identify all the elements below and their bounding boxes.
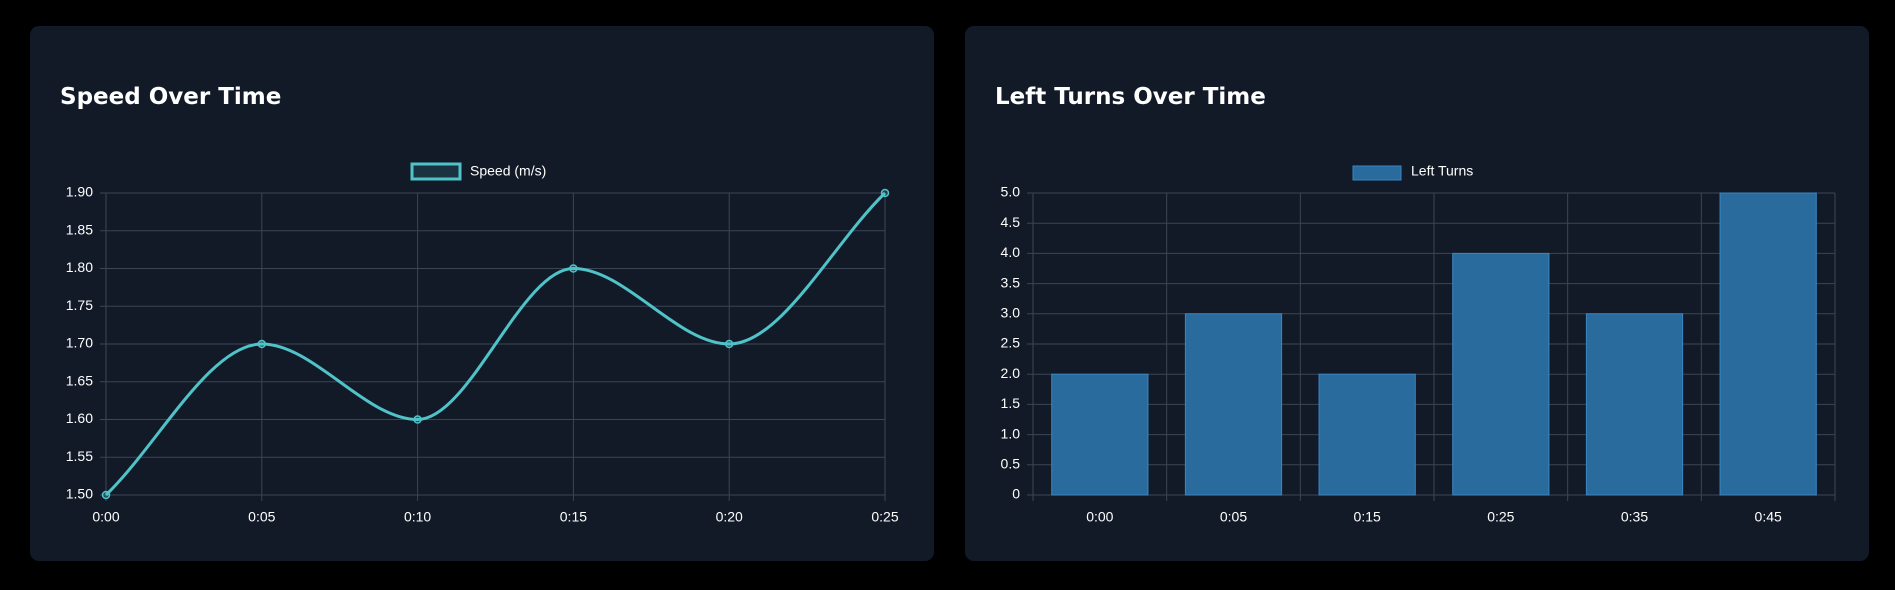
y-tick-label: 2.5 <box>1001 335 1021 351</box>
y-tick-label: 1.85 <box>66 221 93 237</box>
legend-swatch <box>410 162 462 181</box>
legend-label: Left Turns <box>1411 163 1473 179</box>
bar <box>1184 313 1283 496</box>
x-tick-label: 0:15 <box>560 509 587 525</box>
legend-label: Speed (m/s) <box>470 163 546 179</box>
data-point <box>413 415 422 424</box>
y-tick-label: 4.5 <box>1001 214 1021 230</box>
x-tick-label: 0:45 <box>1755 509 1782 525</box>
x-tick-label: 0:20 <box>716 509 743 525</box>
x-tick-label: 0:05 <box>1220 509 1247 525</box>
y-tick-label: 3.5 <box>1001 274 1021 290</box>
data-point <box>101 490 111 500</box>
x-tick-label: 0:10 <box>404 509 431 525</box>
y-tick-label: 1.55 <box>66 448 93 464</box>
bar <box>1051 373 1149 496</box>
left-turns-chart-card: Left Turns Over Time 0 0.5 1.0 1.5 2.0 2.5 3.0… <box>965 26 1869 561</box>
y-tick-label: 4.0 <box>1001 244 1021 260</box>
y-tick-label: 0.5 <box>1001 456 1021 472</box>
y-tick-label: 1.5 <box>1001 395 1021 411</box>
x-tick-label: 0:15 <box>1354 509 1381 525</box>
bar <box>1719 192 1817 496</box>
y-tick-label: 1.70 <box>66 335 93 351</box>
y-tick-label: 2.0 <box>1001 365 1021 381</box>
y-tick-label: 0 <box>1012 486 1020 502</box>
x-tick-label: 0:00 <box>92 509 119 525</box>
bar <box>1318 373 1416 496</box>
bar <box>1452 252 1550 496</box>
y-tick-label: 1.90 <box>66 184 93 200</box>
speed-chart-card: Speed Over Time 1.50 1.55 1.60 1.65 1.70 1.75… <box>30 26 934 561</box>
data-point <box>569 264 578 273</box>
left-turns-bar-chart: 0 0.5 1.0 1.5 2.0 2.5 3.0 3.5 4.0 4.5 5.0 0:00 0:05 0… <box>1001 163 1836 525</box>
y-tick-label: 1.60 <box>66 410 93 426</box>
y-tick-label: 1.80 <box>66 259 93 275</box>
x-tick-label: 0:00 <box>1086 509 1113 525</box>
x-tick-label: 0:25 <box>1487 509 1514 525</box>
y-tick-label: 1.0 <box>1001 425 1021 441</box>
data-point <box>257 339 267 349</box>
speed-line-chart: 1.50 1.55 1.60 1.65 1.70 1.75 1.80 1.85 1.90 0:00… <box>66 162 899 525</box>
speed-chart-title: Speed Over Time <box>60 84 282 110</box>
bar <box>1585 313 1684 496</box>
left-turns-chart-title: Left Turns Over Time <box>995 84 1266 110</box>
x-tick-label: 0:05 <box>248 509 275 525</box>
data-point <box>880 188 890 198</box>
y-tick-label: 1.75 <box>66 297 93 313</box>
data-point <box>724 339 734 349</box>
x-tick-label: 0:25 <box>871 509 898 525</box>
y-tick-label: 5.0 <box>1001 184 1021 200</box>
y-tick-label: 1.50 <box>66 486 93 502</box>
y-tick-label: 3.0 <box>1001 305 1021 321</box>
y-tick-label: 1.65 <box>66 372 93 388</box>
speed-series-line <box>104 191 887 497</box>
legend-swatch <box>1352 165 1402 181</box>
x-tick-label: 0:35 <box>1621 509 1648 525</box>
